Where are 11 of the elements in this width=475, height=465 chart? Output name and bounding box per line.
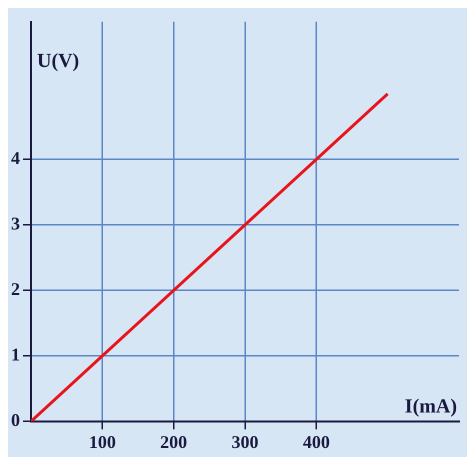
y-axis-title: U(V) — [37, 50, 80, 72]
x-tick-label: 300 — [232, 432, 258, 452]
y-tick-label: 3 — [11, 214, 20, 234]
y-tick-label: 4 — [11, 148, 20, 168]
y-tick-label: 1 — [11, 344, 20, 365]
x-axis-title: I(mA) — [404, 396, 457, 418]
x-tick-label: 200 — [160, 432, 188, 452]
y-tick-label: 0 — [11, 410, 20, 430]
x-tick-label: 400 — [302, 432, 330, 452]
x-tick-label: 100 — [88, 432, 116, 452]
y-tick-label: 2 — [11, 279, 20, 300]
